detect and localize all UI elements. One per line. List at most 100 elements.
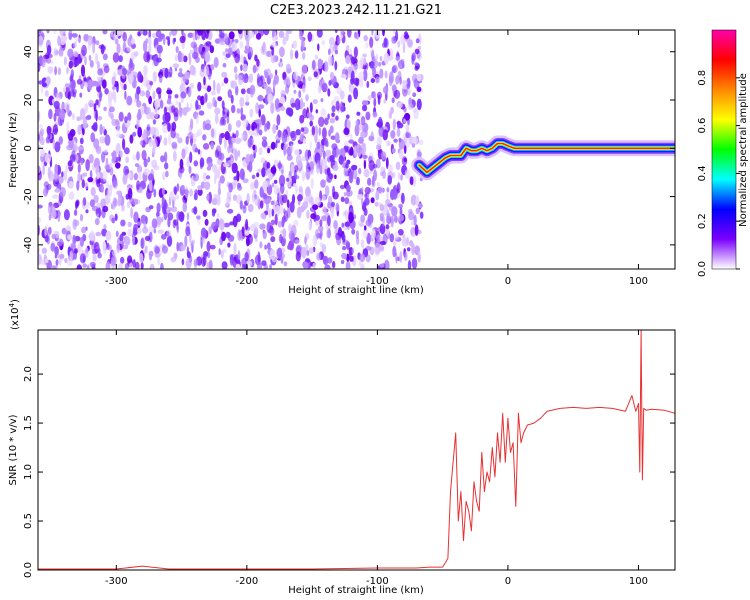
noise-blob <box>225 196 229 206</box>
noise-blob <box>78 75 82 80</box>
noise-blob <box>90 186 96 197</box>
noise-blob <box>214 38 221 44</box>
noise-blob <box>240 107 243 116</box>
noise-blob <box>259 200 264 209</box>
noise-blob <box>218 133 223 145</box>
noise-blob <box>211 197 218 206</box>
noise-blob <box>377 181 380 187</box>
noise-blob <box>273 179 278 184</box>
noise-blob <box>117 30 122 36</box>
noise-blob <box>256 76 264 87</box>
noise-blob <box>258 254 261 265</box>
noise-blob <box>210 90 217 96</box>
noise-blob <box>227 89 232 99</box>
noise-blob <box>171 121 177 132</box>
noise-blob <box>247 260 253 267</box>
noise-blob <box>121 68 128 76</box>
noise-blob <box>115 162 121 169</box>
noise-blob <box>324 185 330 197</box>
noise-blob <box>246 164 250 171</box>
noise-blob <box>87 38 92 51</box>
noise-blob <box>53 100 60 110</box>
noise-blob <box>152 71 157 83</box>
noise-blob <box>274 69 278 76</box>
noise-blob <box>248 130 255 136</box>
noise-blob <box>282 228 287 239</box>
noise-blob <box>346 44 350 52</box>
noise-blob <box>196 129 202 137</box>
noise-blob <box>267 148 271 154</box>
noise-blob <box>44 226 48 238</box>
noise-blob <box>239 96 245 108</box>
noise-blob <box>67 256 73 267</box>
snr-x-label: Height of straight line (km) <box>288 585 424 596</box>
noise-blob <box>185 136 189 145</box>
noise-blob <box>102 45 106 51</box>
noise-blob <box>82 117 88 130</box>
noise-blob <box>414 224 419 236</box>
noise-blob <box>335 100 340 111</box>
noise-blob <box>105 261 111 269</box>
spectrogram-x-label: Height of straight line (km) <box>288 285 424 296</box>
noise-blob <box>210 128 215 138</box>
noise-blob <box>55 259 59 266</box>
noise-blob <box>343 127 350 136</box>
noise-blob <box>392 118 396 131</box>
noise-blob <box>411 143 415 148</box>
noise-blob <box>105 230 112 241</box>
noise-blob <box>272 79 276 88</box>
noise-blob <box>241 263 247 269</box>
noise-blob <box>115 230 119 238</box>
noise-blob <box>368 160 375 171</box>
noise-blob <box>233 66 238 74</box>
noise-blob <box>355 230 359 240</box>
noise-blob <box>161 187 165 196</box>
noise-blob <box>285 63 292 74</box>
noise-blob <box>328 55 334 66</box>
noise-blob <box>358 78 364 88</box>
noise-blob <box>392 240 397 246</box>
noise-blob <box>382 30 385 37</box>
noise-blob <box>207 162 213 168</box>
noise-blob <box>302 52 306 60</box>
noise-blob <box>321 243 327 253</box>
noise-blob <box>142 249 148 254</box>
noise-blob <box>340 74 347 79</box>
noise-blob <box>366 80 370 89</box>
noise-blob <box>120 219 126 227</box>
noise-blob <box>343 192 347 197</box>
noise-blob <box>126 201 131 209</box>
noise-blob <box>270 53 276 64</box>
noise-blob <box>164 162 169 170</box>
noise-blob <box>87 177 94 183</box>
noise-blob <box>65 165 68 173</box>
noise-blob <box>392 245 397 258</box>
noise-blob <box>291 102 296 108</box>
x-tick-label: 100 <box>629 276 648 287</box>
noise-blob <box>418 139 424 145</box>
noise-blob <box>178 52 185 63</box>
noise-blob <box>120 256 125 264</box>
noise-blob <box>334 30 338 34</box>
noise-blob <box>151 218 158 229</box>
noise-blob <box>86 264 90 269</box>
noise-blob <box>331 100 334 107</box>
noise-blob <box>79 137 84 145</box>
noise-blob <box>239 41 244 49</box>
noise-blob <box>361 197 364 206</box>
noise-blob <box>269 73 273 79</box>
noise-blob <box>238 230 243 239</box>
noise-blob <box>156 44 163 54</box>
noise-blob <box>148 173 154 182</box>
noise-blob <box>340 259 345 265</box>
noise-blob <box>197 30 204 36</box>
noise-blob <box>87 79 93 91</box>
noise-blob <box>46 30 50 34</box>
noise-blob <box>356 32 359 40</box>
noise-blob <box>77 172 81 184</box>
noise-blob <box>44 235 49 243</box>
noise-blob <box>285 84 290 94</box>
noise-blob <box>148 138 154 148</box>
noise-blob <box>137 221 142 226</box>
noise-blob <box>337 36 341 45</box>
